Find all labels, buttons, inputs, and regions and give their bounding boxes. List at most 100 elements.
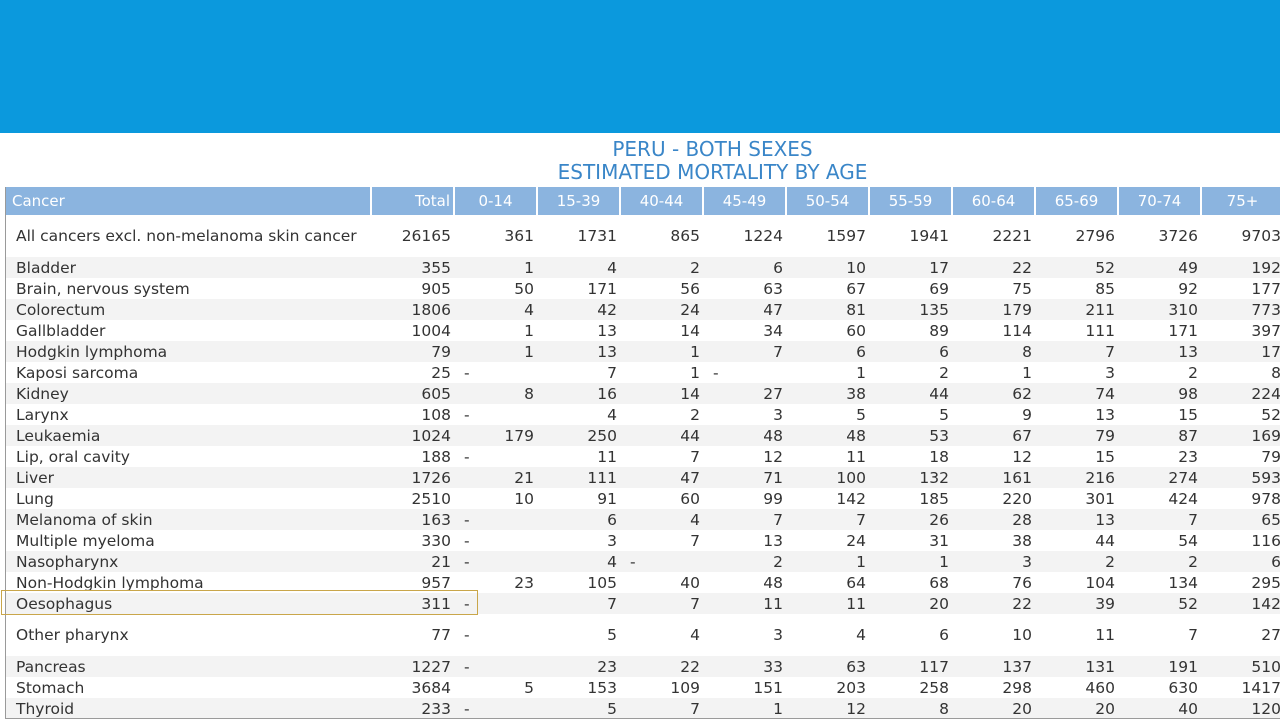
value-cell: 67 xyxy=(786,278,869,299)
value-cell: - xyxy=(454,404,537,425)
value-cell: 8 xyxy=(1201,362,1280,383)
value-cell: 11 xyxy=(786,446,869,467)
value-cell: 142 xyxy=(786,488,869,509)
value-cell: 1731 xyxy=(537,215,620,257)
value-cell: 301 xyxy=(1035,488,1118,509)
value-cell: 274 xyxy=(1118,467,1201,488)
value-cell: 74 xyxy=(1035,383,1118,404)
column-header: 40-44 xyxy=(620,187,704,215)
value-cell: 48 xyxy=(703,572,786,593)
value-cell: 17 xyxy=(869,257,952,278)
column-header: 50-54 xyxy=(786,187,870,215)
table-row: All cancers excl. non-melanoma skin canc… xyxy=(6,215,1280,257)
value-cell: 169 xyxy=(1201,425,1280,446)
column-header: 0-14 xyxy=(454,187,538,215)
value-cell: 38 xyxy=(786,383,869,404)
value-cell: 7 xyxy=(786,509,869,530)
value-cell: 22 xyxy=(952,257,1035,278)
value-cell: 10 xyxy=(952,614,1035,656)
value-cell: 21 xyxy=(454,467,537,488)
value-cell: 104 xyxy=(1035,572,1118,593)
value-cell: 64 xyxy=(786,572,869,593)
table-row: Bladder 355 1 4 2 6 10 17 22 52 49 192 xyxy=(6,257,1280,278)
value-cell: 22 xyxy=(952,593,1035,614)
cancer-name-cell: Oesophagus xyxy=(6,593,371,614)
value-cell: 15 xyxy=(1118,404,1201,425)
value-cell: 89 xyxy=(869,320,952,341)
value-cell: 69 xyxy=(869,278,952,299)
value-cell: 62 xyxy=(952,383,1035,404)
value-cell: 179 xyxy=(454,425,537,446)
value-cell: 31 xyxy=(869,530,952,551)
value-cell: 134 xyxy=(1118,572,1201,593)
value-cell: - xyxy=(703,362,786,383)
value-cell: 12 xyxy=(703,446,786,467)
value-cell: 630 xyxy=(1118,677,1201,698)
value-cell: 605 xyxy=(371,383,454,404)
value-cell: 978 xyxy=(1201,488,1280,509)
value-cell: 63 xyxy=(786,656,869,677)
value-cell: 63 xyxy=(703,278,786,299)
table-row: Multiple myeloma 330-3 7 13 24 31 38 44 54 116 xyxy=(6,530,1280,551)
value-cell: 1417 xyxy=(1201,677,1280,698)
value-cell: 7 xyxy=(620,446,703,467)
value-cell: 865 xyxy=(620,215,703,257)
value-cell: - xyxy=(454,593,537,614)
value-cell: 9 xyxy=(952,404,1035,425)
value-cell: 60 xyxy=(620,488,703,509)
value-cell: 7 xyxy=(1118,509,1201,530)
value-cell: 1597 xyxy=(786,215,869,257)
value-cell: 13 xyxy=(1118,341,1201,362)
value-cell: 161 xyxy=(952,467,1035,488)
table-header-row: Cancer Total 0-14 15-39 40-44 45-49 50-54 55-59… xyxy=(6,187,1280,215)
value-cell: 27 xyxy=(703,383,786,404)
cancer-name-cell: Larynx xyxy=(6,404,371,425)
value-cell: 48 xyxy=(786,425,869,446)
value-cell: 250 xyxy=(537,425,620,446)
value-cell: 42 xyxy=(537,299,620,320)
value-cell: 23 xyxy=(537,656,620,677)
table-row: Non-Hodgkin lymphoma 957 23 105 40 48 64 68 76 10… xyxy=(6,572,1280,593)
value-cell: 171 xyxy=(537,278,620,299)
value-cell: 1 xyxy=(620,341,703,362)
value-cell: 424 xyxy=(1118,488,1201,509)
value-cell: 1 xyxy=(620,362,703,383)
table-row: Lip, oral cavity 188-11 7 12 11 18 12 15 23 79 xyxy=(6,446,1280,467)
value-cell: 7 xyxy=(537,362,620,383)
value-cell: 188 xyxy=(371,446,454,467)
value-cell: - xyxy=(454,551,537,572)
value-cell: 220 xyxy=(952,488,1035,509)
value-cell: 98 xyxy=(1118,383,1201,404)
value-cell: 4 xyxy=(620,509,703,530)
value-cell: 5 xyxy=(786,404,869,425)
cancer-name-cell: Other pharynx xyxy=(6,614,371,656)
column-header: 15-39 xyxy=(537,187,621,215)
value-cell: 4 xyxy=(786,614,869,656)
mortality-table: Cancer Total 0-14 15-39 40-44 45-49 50-54 55-59… xyxy=(6,187,1280,718)
cancer-name-cell: Lip, oral cavity xyxy=(6,446,371,467)
value-cell: 12 xyxy=(952,446,1035,467)
value-cell: 6 xyxy=(1201,551,1280,572)
value-cell: 7 xyxy=(1118,614,1201,656)
value-cell: 44 xyxy=(620,425,703,446)
value-cell: 1806 xyxy=(371,299,454,320)
value-cell: 7 xyxy=(620,593,703,614)
value-cell: 100 xyxy=(786,467,869,488)
value-cell: 16 xyxy=(537,383,620,404)
value-cell: 510 xyxy=(1201,656,1280,677)
value-cell: 216 xyxy=(1035,467,1118,488)
value-cell: 2 xyxy=(620,257,703,278)
value-cell: 151 xyxy=(703,677,786,698)
value-cell: 65 xyxy=(1201,509,1280,530)
table-row: Stomach 3684 5 153 109 151 203 258 298 460 630 1417 xyxy=(6,677,1280,698)
value-cell: 3684 xyxy=(371,677,454,698)
value-cell: 75 xyxy=(952,278,1035,299)
value-cell: 47 xyxy=(620,467,703,488)
value-cell: 26165 xyxy=(371,215,454,257)
value-cell: 11 xyxy=(786,593,869,614)
value-cell: - xyxy=(454,698,537,718)
value-cell: 11 xyxy=(1035,614,1118,656)
value-cell: 109 xyxy=(620,677,703,698)
table-row: Hodgkin lymphoma 79 1 13 1 7 6 6 8 7 13 17 xyxy=(6,341,1280,362)
value-cell: 39 xyxy=(1035,593,1118,614)
